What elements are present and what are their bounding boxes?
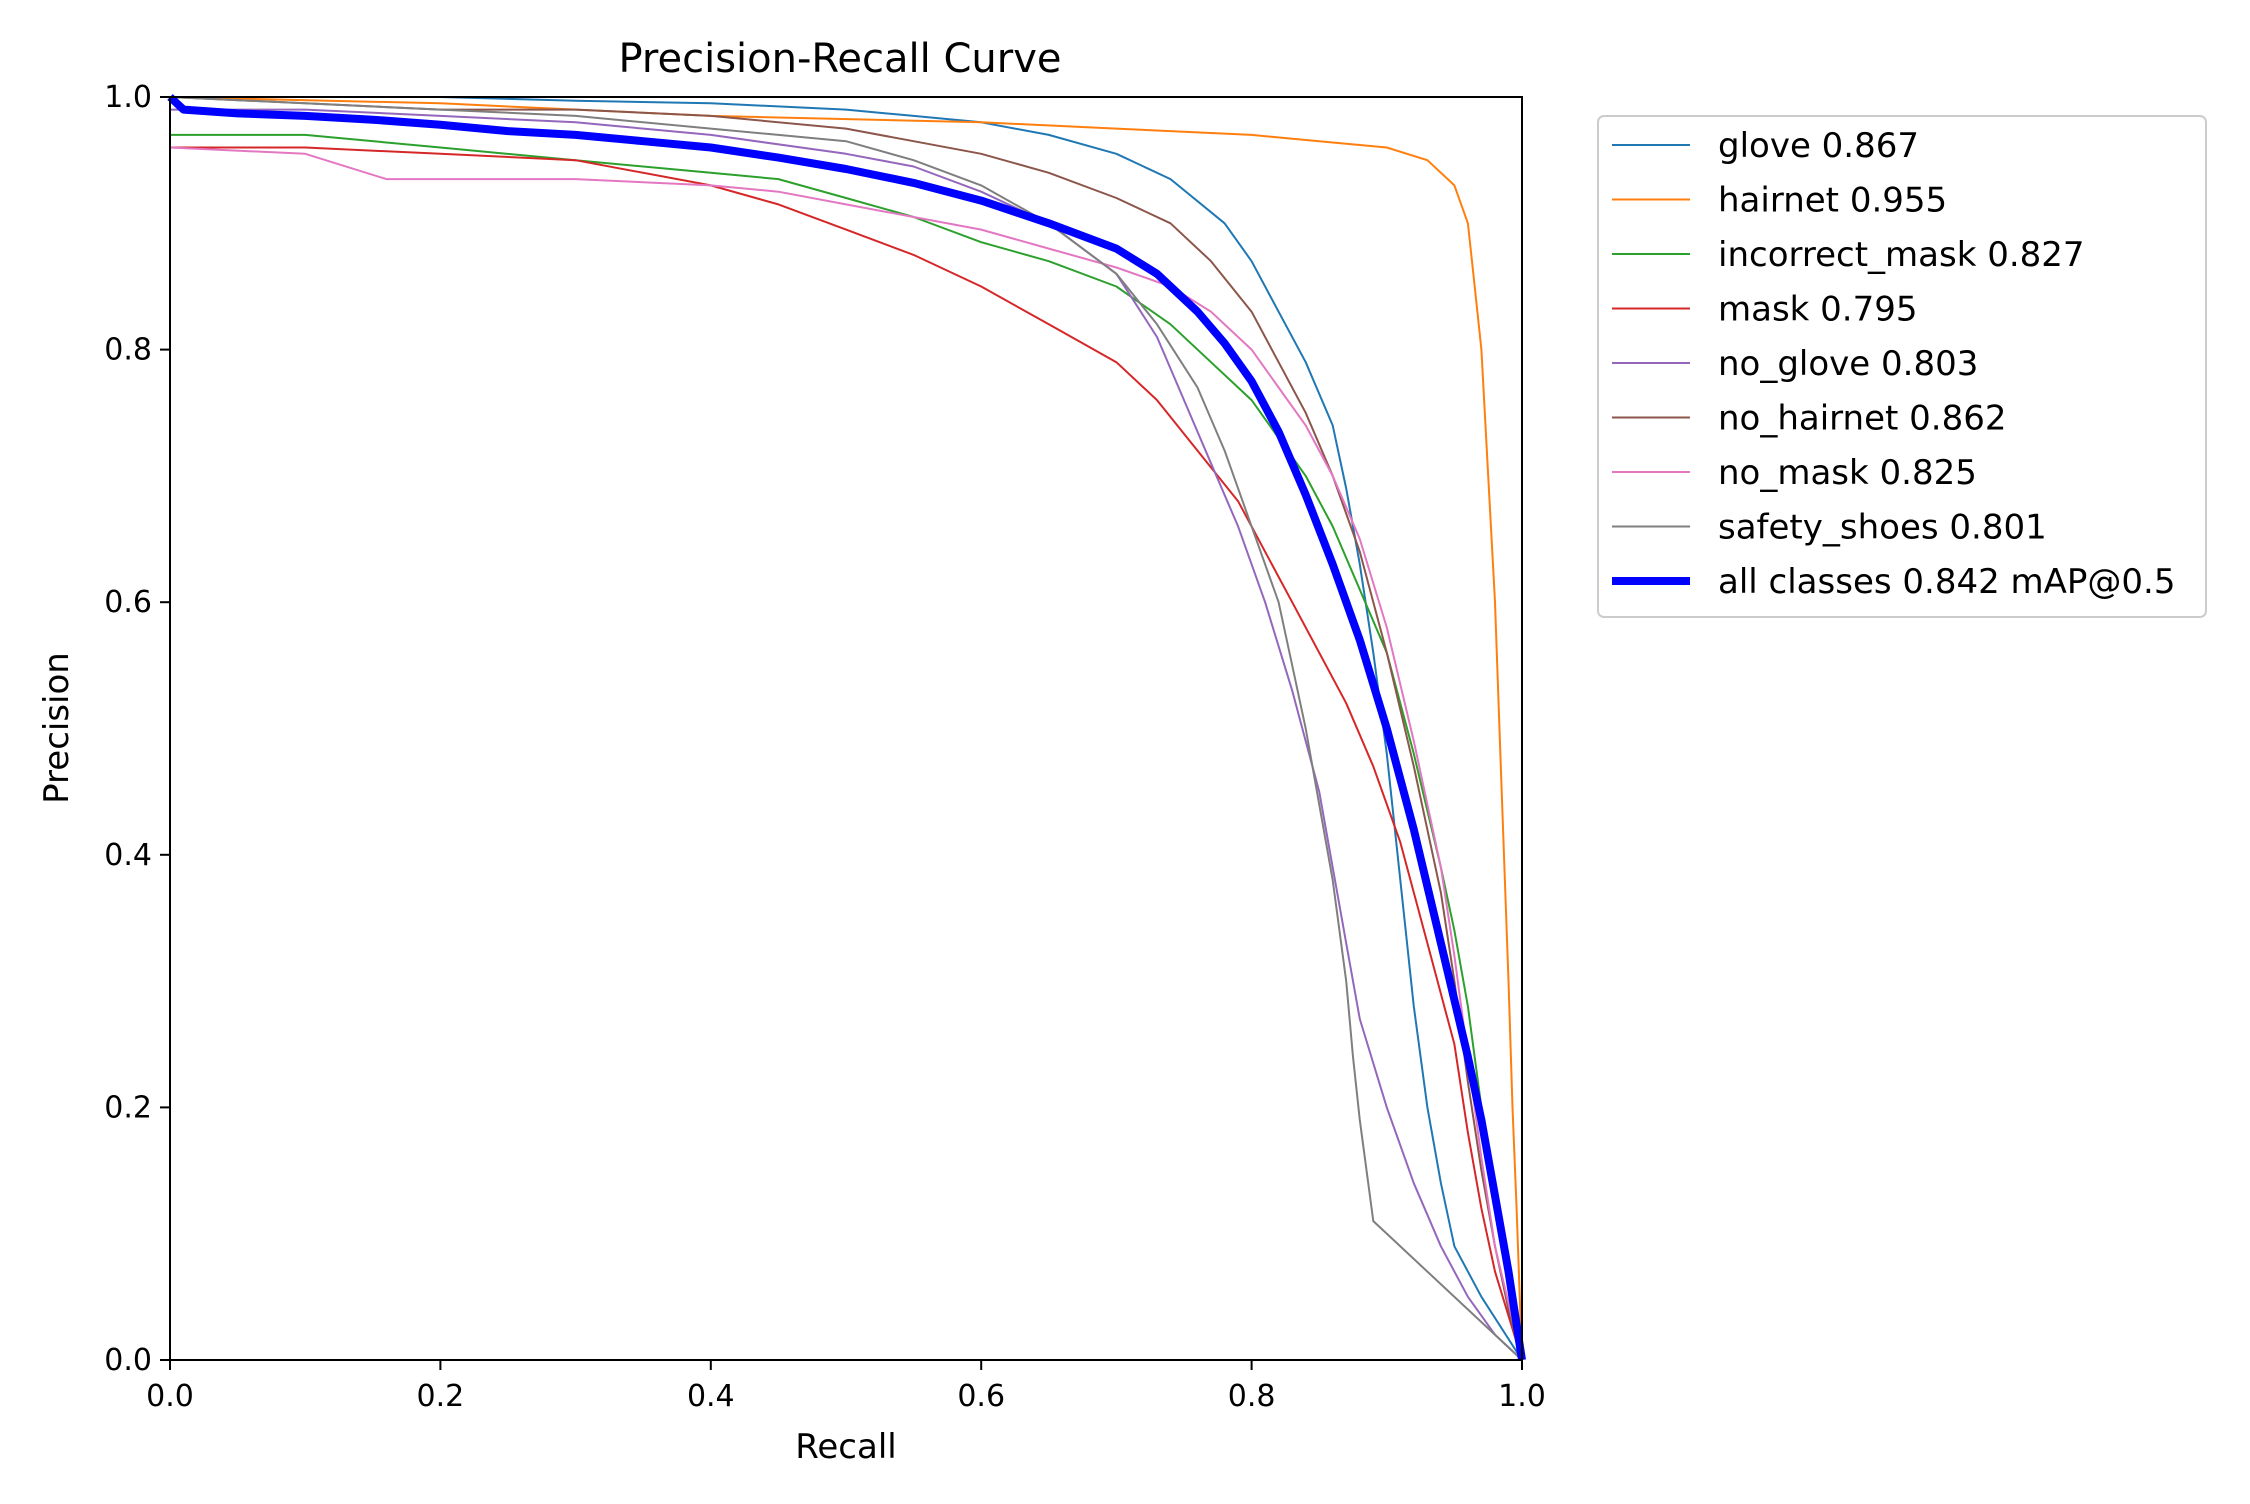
legend-entry: no_mask 0.825 xyxy=(1718,453,1977,493)
series-line-no-mask xyxy=(169,146,1523,1361)
series-line-hairnet xyxy=(169,96,1523,1361)
legend: glove 0.867 hairnet 0.955 incorrect_mask 0… xyxy=(1597,115,2207,618)
series-line-all-all xyxy=(167,94,1526,1361)
y-tick-label: 1.0 xyxy=(104,80,152,115)
plot-frame xyxy=(169,96,1523,1361)
chart-title: Precision-Recall Curve xyxy=(619,36,1062,82)
y-axis-label: Precision xyxy=(37,652,77,804)
legend-frame xyxy=(1597,115,2207,618)
legend-entry: mask 0.795 xyxy=(1718,290,1918,330)
y-tick-label: 0.2 xyxy=(104,1090,152,1125)
legend-entry: safety_shoes 0.801 xyxy=(1718,508,2047,548)
x-tick-label: 0.6 xyxy=(957,1379,1005,1414)
x-tick-label: 0.2 xyxy=(417,1379,465,1414)
legend-entry: glove 0.867 xyxy=(1718,126,1919,166)
x-tick-label: 0.0 xyxy=(146,1379,194,1414)
plot-area xyxy=(167,94,1526,1361)
legend-entry: no_hairnet 0.862 xyxy=(1718,399,2007,439)
series-line-glove xyxy=(170,96,1523,1361)
series-line-no-glove xyxy=(170,108,1523,1361)
x-tick-label: 0.8 xyxy=(1228,1379,1276,1414)
y-tick-label: 0.6 xyxy=(104,585,152,620)
y-tick-label: 0.8 xyxy=(104,333,152,368)
x-tick-label: 1.0 xyxy=(1498,1379,1546,1414)
legend-entry: all classes 0.842 mAP@0.5 xyxy=(1718,562,2175,602)
legend-entry: no_glove 0.803 xyxy=(1718,344,1978,384)
x-tick-label: 0.4 xyxy=(687,1379,735,1414)
series-line-safety-shoes xyxy=(169,96,1523,1361)
x-axis: 0.0 0.2 0.4 0.6 0.8 1.0 xyxy=(146,1360,1546,1414)
x-axis-label: Recall xyxy=(795,1427,896,1467)
series-line-incorrect-mask xyxy=(170,133,1523,1361)
series-line-mask xyxy=(170,146,1523,1361)
y-tick-label: 0.4 xyxy=(104,838,152,873)
y-axis: 0.0 0.2 0.4 0.6 0.8 1.0 xyxy=(104,80,170,1378)
legend-entry: incorrect_mask 0.827 xyxy=(1718,235,2085,275)
y-tick-label: 0.0 xyxy=(104,1343,152,1378)
legend-items: glove 0.867 hairnet 0.955 incorrect_mask 0… xyxy=(1612,126,2175,602)
series-line-no-hairnet xyxy=(169,96,1523,1361)
legend-entry: hairnet 0.955 xyxy=(1718,181,1947,221)
